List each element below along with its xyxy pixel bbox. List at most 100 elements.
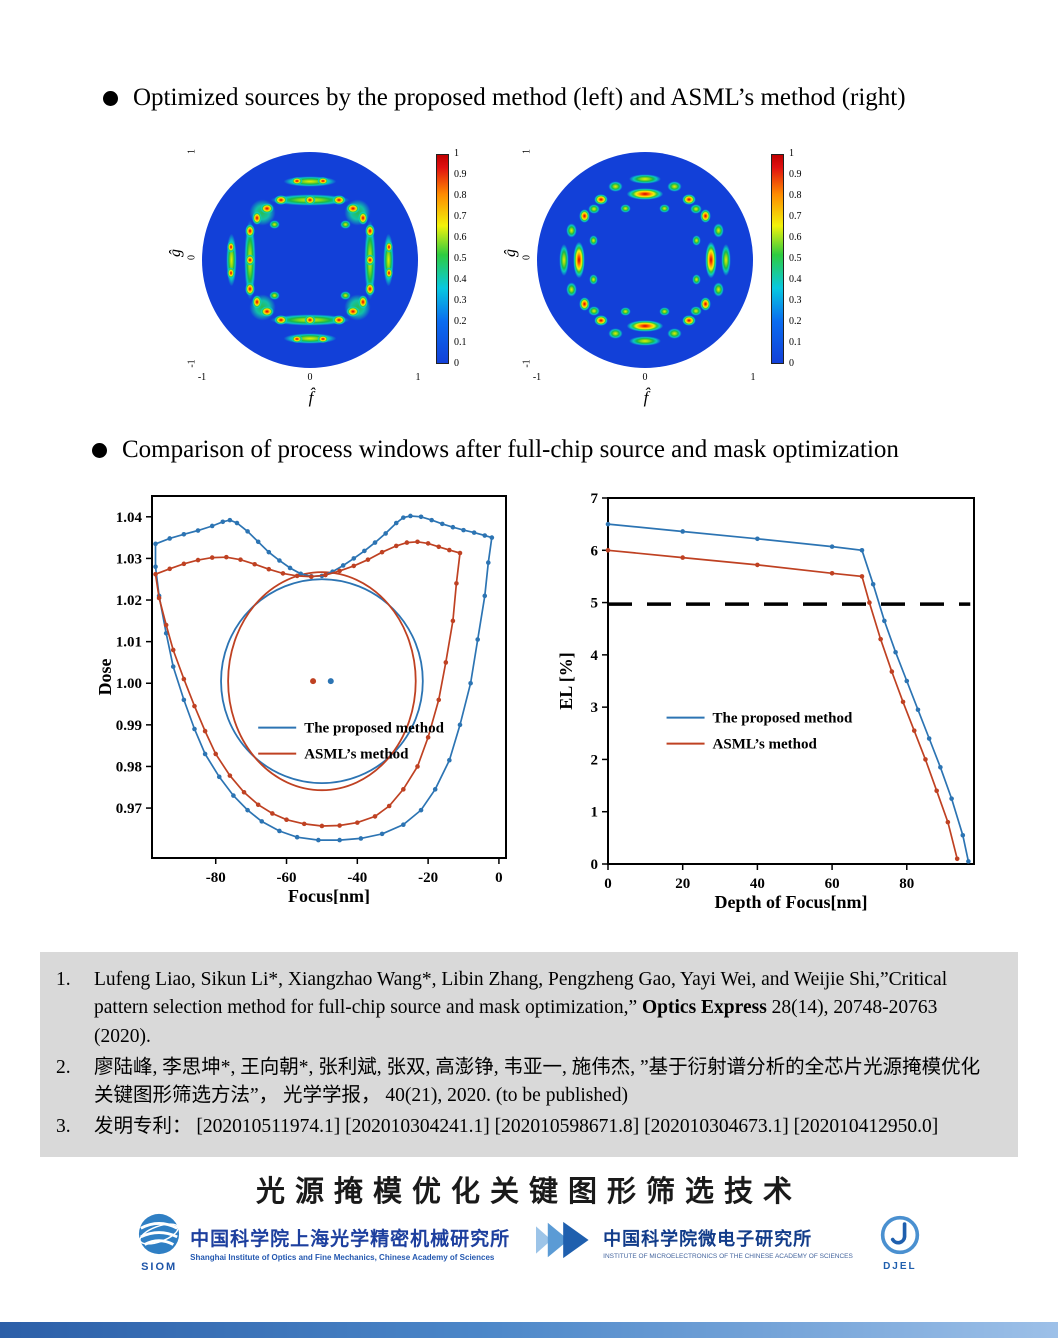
- svg-text:1.01: 1.01: [116, 635, 142, 651]
- source-hotspot: [559, 242, 569, 278]
- colorbar-tick-label: 0.2: [789, 316, 802, 327]
- svg-text:3: 3: [591, 700, 599, 716]
- series-proposed-contour: [154, 515, 493, 841]
- source-hotspot: [248, 198, 277, 227]
- colorbar-tick-label: 0.8: [789, 190, 802, 201]
- dose-focus-chart: -80 -60 -40 -20 0 1.04 1.03 1.02 1.01 1.00 0.99 0.9…: [95, 486, 515, 909]
- x-tick-label: -1: [197, 372, 207, 383]
- y-axis-label: ĝ: [502, 249, 519, 257]
- bullet-icon: [92, 442, 107, 458]
- svg-text:1.03: 1.03: [116, 551, 142, 567]
- djel-logo-group: DJEL: [879, 1214, 921, 1272]
- reference-item: 1. Lufeng Liao, Sikun Li*, Xiangzhao Wan…: [56, 966, 998, 1051]
- source-hotspot: [682, 194, 697, 205]
- source-hotspot: [317, 176, 329, 186]
- svg-text:-80: -80: [206, 870, 226, 886]
- y-tick-label: -1: [186, 359, 198, 368]
- svg-text:EL [%]: EL [%]: [556, 652, 576, 710]
- source-hotspot: [304, 195, 316, 205]
- svg-text:6: 6: [591, 543, 599, 559]
- asml-ellipse: [227, 571, 417, 792]
- source-hotspot: [700, 208, 711, 223]
- process-window-svg: -80 -60 -40 -20 0 1.04 1.03 1.02 1.01 1.00 0.99 0.9…: [95, 495, 507, 906]
- djel-abbr: DJEL: [883, 1260, 917, 1272]
- source-hotspot: [346, 306, 361, 318]
- colorbar: [436, 154, 449, 364]
- svg-text:80: 80: [899, 876, 914, 892]
- reference-text-part: 发明专利： [202010511974.1] [202010304241.1] …: [94, 1116, 939, 1138]
- source-hotspot: [383, 231, 395, 289]
- source-hotspot: [281, 333, 339, 345]
- source-hotspot: [566, 281, 577, 297]
- y-tick-label: 1: [186, 149, 198, 154]
- source-hotspot: [365, 223, 375, 238]
- source-hotspot: [627, 336, 663, 346]
- source-map-proposed: 1 0 -1 ĝ -1 0 1 f̂ 1 0.9 0.8 0.7 0.6 0.5 0.4 0.…: [167, 146, 482, 414]
- ime-logo-group: 中国科学院微电子研究所 INSTITUTE OF MICROELECTRONIC…: [536, 1221, 853, 1264]
- source-hotspot: [251, 210, 263, 225]
- x-tick-label: 0: [307, 372, 313, 383]
- source-hotspot: [625, 187, 665, 201]
- source-hotspot: [340, 219, 352, 230]
- source-hotspot: [713, 281, 724, 297]
- source-pupil-disk: [537, 152, 753, 368]
- colorbar-tick-label: 0.4: [789, 274, 802, 285]
- source-hotspot: [365, 282, 375, 297]
- source-hotspot: [721, 242, 731, 278]
- siom-name-cn: 中国科学院上海光学精密机械研究所: [190, 1228, 511, 1250]
- svg-text:0: 0: [495, 870, 503, 886]
- svg-text:5: 5: [591, 596, 599, 612]
- source-hotspot: [340, 290, 352, 301]
- source-hotspot: [572, 240, 586, 280]
- reference-text-part: 28(14), 20748-20763 (2020).: [94, 997, 938, 1047]
- source-hotspot: [588, 273, 598, 286]
- y-tick-label: 1: [521, 149, 533, 154]
- source-hotspot: [704, 240, 718, 280]
- svg-text:20: 20: [675, 876, 690, 892]
- footer-logos: SIOM 中国科学院上海光学精密机械研究所 Shanghai Institute…: [0, 1212, 1058, 1273]
- colorbar-tick-label: 0.6: [789, 232, 802, 243]
- colorbar-tick-label: 0.1: [789, 337, 802, 348]
- source-hotspot: [267, 313, 353, 327]
- reference-text-part: 廖陆峰, 李思坤*, 王向朝*, 张利斌, 张双, 高澎铮, 韦亚一, 施伟杰,…: [94, 1056, 981, 1107]
- siom-globe-icon: [137, 1212, 181, 1261]
- source-hotspot: [332, 315, 347, 325]
- reference-number: 2.: [56, 1056, 71, 1078]
- source-hotspot: [627, 174, 663, 184]
- source-hotspot: [259, 306, 274, 318]
- source-hotspot: [226, 241, 236, 253]
- colorbar-tick-label: 0: [454, 358, 459, 369]
- colorbar-tick-label: 0.8: [454, 190, 467, 201]
- source-hotspot: [251, 295, 263, 310]
- source-hotspot: [689, 204, 702, 215]
- svg-text:Dose: Dose: [95, 658, 115, 695]
- source-hotspot: [346, 202, 361, 214]
- el-dof-svg: 0 20 40 60 80 7 6 5 4 3 2 1 0 Depth of Focus[nm] EL [%…: [556, 491, 975, 912]
- source-hotspot: [384, 267, 394, 279]
- series-asml-el: [607, 549, 959, 860]
- colorbar-labels: 1 0.9 0.8 0.7 0.6 0.5 0.4 0.3 0.2 0.1 0: [454, 148, 482, 369]
- colorbar-tick-label: 0.5: [789, 253, 802, 264]
- svg-text:0: 0: [591, 857, 599, 873]
- svg-text:The proposed method: The proposed method: [304, 721, 444, 737]
- siom-name-en: Shanghai Institute of Optics and Fine Me…: [190, 1252, 495, 1262]
- svg-text:The proposed method: The proposed method: [713, 711, 853, 727]
- svg-text:ASML’s method: ASML’s method: [304, 747, 409, 763]
- source-hotspot: [267, 193, 353, 207]
- source-hotspot: [291, 334, 303, 344]
- source-hotspot: [700, 297, 711, 312]
- reference-journal: Optics Express: [642, 997, 767, 1019]
- source-hotspot: [268, 219, 280, 230]
- reference-text: 发明专利： [202010511974.1] [202010304241.1] …: [94, 1113, 998, 1141]
- source-hotspot: [343, 198, 372, 227]
- svg-text:1.02: 1.02: [116, 593, 142, 609]
- svg-text:0: 0: [604, 876, 612, 892]
- source-hotspot: [689, 305, 702, 316]
- svg-text:-60: -60: [277, 870, 297, 886]
- svg-text:0.99: 0.99: [116, 718, 142, 734]
- colorbar-tick-label: 0.9: [789, 169, 802, 180]
- source-hotspot: [625, 319, 665, 333]
- y-tick-label: -1: [521, 359, 533, 368]
- x-axis-label: f̂: [308, 388, 314, 407]
- svg-text:7: 7: [591, 491, 599, 507]
